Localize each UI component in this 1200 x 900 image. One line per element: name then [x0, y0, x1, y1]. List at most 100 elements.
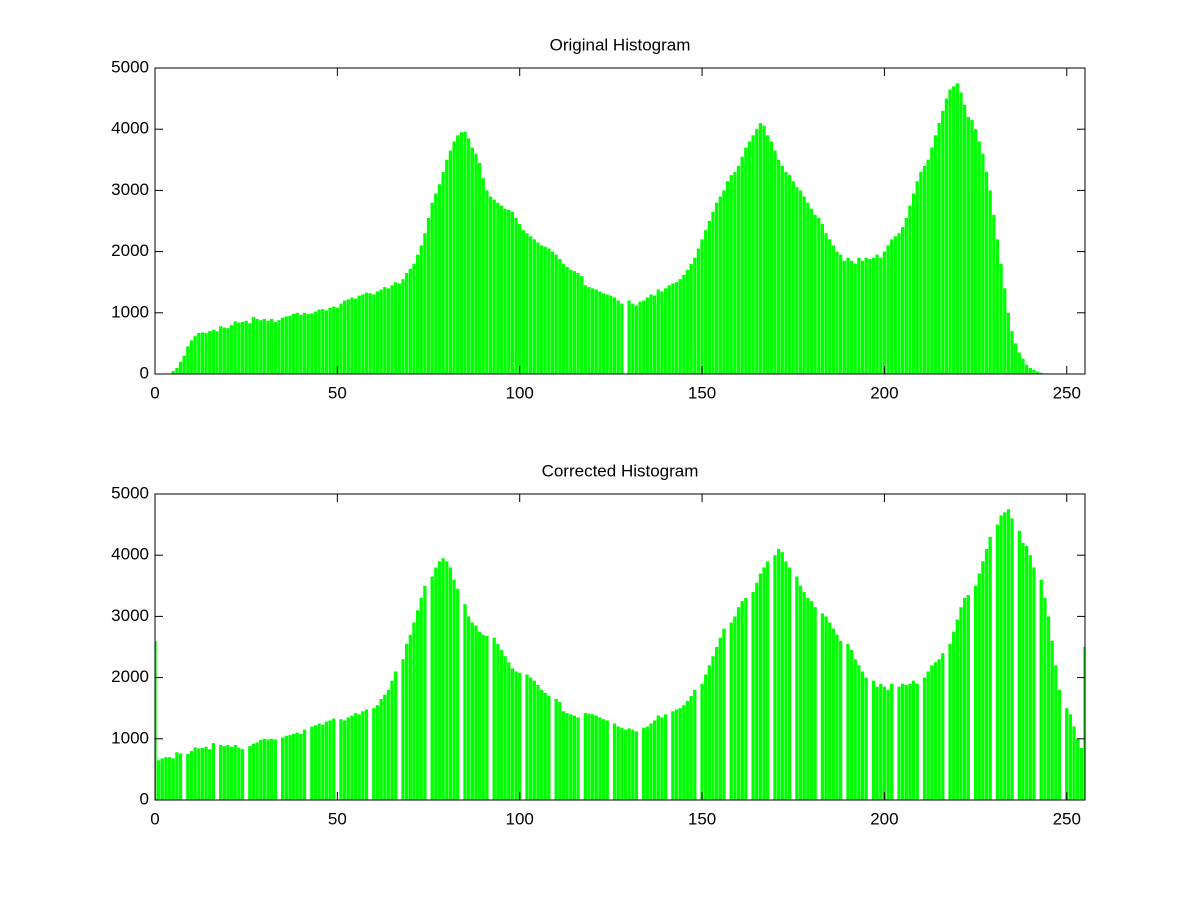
bar	[911, 193, 916, 374]
y-tick-label: 2000	[111, 241, 149, 260]
bar	[890, 239, 894, 374]
bar	[620, 303, 624, 374]
bar	[259, 740, 263, 800]
bar	[1021, 358, 1025, 374]
bar	[200, 332, 205, 374]
bar	[839, 254, 843, 374]
bar	[773, 150, 777, 374]
bar	[612, 297, 617, 374]
bar	[700, 239, 704, 374]
bar	[718, 196, 722, 374]
x-tick-label: 50	[328, 809, 347, 828]
x-tick-label: 200	[870, 383, 898, 402]
bar	[171, 370, 175, 374]
bar	[999, 515, 1003, 800]
x-tick-label: 100	[506, 383, 534, 402]
bar	[463, 604, 467, 800]
bar	[346, 717, 350, 800]
bar	[200, 747, 205, 800]
bar	[820, 224, 825, 374]
bar	[394, 282, 398, 374]
bar	[401, 279, 405, 374]
bar	[368, 293, 372, 374]
bar	[536, 242, 540, 374]
x-tick-label: 250	[1053, 809, 1081, 828]
bar	[222, 746, 226, 800]
bar	[722, 190, 726, 374]
y-tick-label: 0	[140, 789, 149, 808]
bar	[503, 208, 507, 374]
bar	[569, 714, 573, 800]
bar	[474, 153, 478, 374]
bar	[255, 742, 259, 800]
bar	[995, 524, 1000, 800]
bar	[930, 147, 934, 374]
bar	[430, 202, 434, 374]
y-tick-label: 3000	[111, 180, 149, 199]
bar	[988, 536, 992, 800]
bar	[875, 686, 879, 800]
bar	[474, 625, 478, 800]
bar	[536, 684, 540, 800]
bar	[966, 116, 970, 374]
bar	[178, 753, 183, 800]
bar	[321, 724, 325, 800]
bar	[642, 727, 646, 800]
bar	[248, 746, 252, 800]
bar	[1014, 343, 1018, 374]
bar	[864, 677, 868, 800]
x-tick-label: 0	[150, 383, 159, 402]
bar	[321, 309, 325, 374]
bar	[361, 294, 365, 374]
bar	[860, 260, 865, 374]
bar	[558, 258, 562, 374]
bar	[496, 202, 500, 374]
bar	[397, 283, 401, 374]
bar	[178, 361, 183, 374]
bar	[470, 622, 474, 800]
bar	[306, 314, 310, 374]
bar	[981, 561, 985, 800]
bar	[879, 683, 883, 800]
bar	[288, 735, 292, 800]
bar	[674, 282, 679, 374]
bar	[886, 245, 890, 374]
bar	[718, 637, 722, 800]
bar	[488, 196, 493, 374]
y-tick-label: 4000	[111, 545, 149, 564]
bar	[711, 656, 715, 800]
bar	[591, 714, 595, 800]
bar	[1006, 509, 1011, 800]
bar	[572, 715, 577, 800]
bar	[284, 316, 288, 374]
bar	[357, 714, 361, 800]
bar	[795, 187, 799, 374]
bar	[401, 659, 405, 800]
bar	[529, 677, 533, 800]
bar	[594, 715, 598, 800]
bar	[255, 318, 259, 374]
bar	[707, 221, 711, 374]
bar	[839, 640, 843, 800]
bar	[842, 260, 846, 374]
bar	[740, 601, 744, 800]
bar	[594, 289, 598, 374]
bar	[653, 295, 657, 374]
bar	[674, 709, 679, 800]
bar	[798, 190, 803, 374]
axes-frame	[154, 67, 1086, 375]
bar	[266, 739, 270, 800]
bar	[733, 616, 737, 800]
subplot-title: Corrected Histogram	[542, 461, 699, 480]
bar	[773, 555, 777, 800]
bar	[904, 684, 908, 800]
bar	[477, 631, 482, 800]
bar	[667, 285, 671, 374]
bar	[802, 196, 806, 374]
bar	[685, 700, 690, 800]
bar	[897, 686, 901, 800]
bar	[860, 671, 865, 800]
bar	[930, 665, 934, 800]
bar	[649, 723, 653, 800]
bar	[857, 665, 861, 800]
